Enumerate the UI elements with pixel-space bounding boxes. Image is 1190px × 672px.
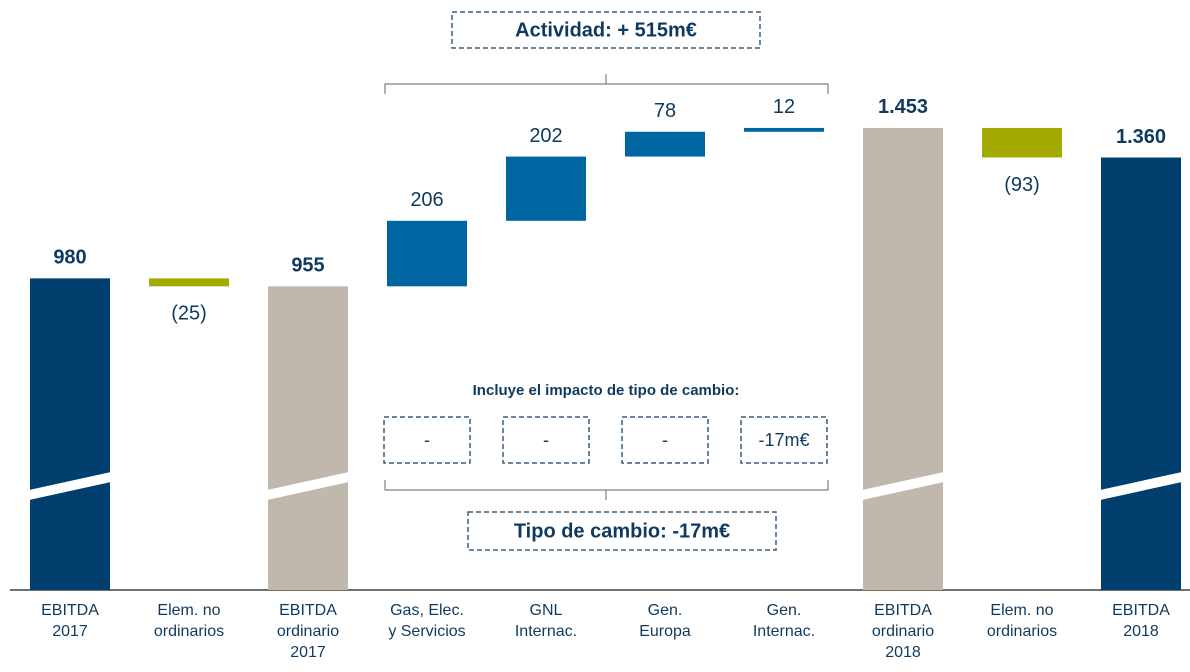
x-tick-label: Elem. no bbox=[990, 602, 1053, 619]
fx-bracket bbox=[384, 480, 829, 500]
x-tick-label: ordinario bbox=[872, 623, 934, 640]
bar bbox=[268, 286, 348, 590]
axis-break bbox=[267, 472, 349, 500]
fx-note: Incluye el impacto de tipo de cambio: bbox=[473, 382, 740, 399]
bar bbox=[863, 127, 943, 591]
axis-break bbox=[862, 472, 944, 500]
bar bbox=[1101, 157, 1181, 590]
x-tick-label: ordinarios bbox=[154, 623, 224, 640]
x-tick-label: Gen. bbox=[767, 602, 802, 619]
x-tick-label: 2017 bbox=[52, 623, 88, 640]
bar bbox=[744, 127, 824, 132]
value-label: 955 bbox=[291, 255, 324, 277]
x-tick-label: Gen. bbox=[648, 602, 683, 619]
fx-box bbox=[740, 416, 828, 464]
x-tick-label: EBITDA bbox=[41, 602, 99, 619]
x-tick-label: y Servicios bbox=[388, 623, 465, 640]
fx-box-label: -17m€ bbox=[758, 430, 809, 450]
value-label: 1.453 bbox=[878, 96, 928, 118]
x-tick-label: ordinario bbox=[277, 623, 339, 640]
x-tick-label: Gas, Elec. bbox=[390, 602, 464, 619]
fx-total-box bbox=[467, 511, 777, 551]
x-tick-label: EBITDA bbox=[874, 602, 932, 619]
fx-box bbox=[621, 416, 709, 464]
fx-box bbox=[383, 416, 471, 464]
fx-box-label: - bbox=[543, 430, 549, 450]
activity-label: Actividad: + 515m€ bbox=[515, 19, 697, 41]
fx-box-label: - bbox=[662, 430, 668, 450]
axis-break bbox=[1100, 472, 1182, 500]
x-tick-label: Elem. no bbox=[157, 602, 220, 619]
bar bbox=[982, 127, 1062, 158]
bar bbox=[625, 131, 705, 157]
x-tick-label: 2018 bbox=[1123, 623, 1159, 640]
activity-bracket bbox=[384, 74, 829, 94]
value-label: 206 bbox=[410, 189, 443, 211]
x-tick-label: 2018 bbox=[885, 644, 921, 661]
x-tick-label: EBITDA bbox=[1112, 602, 1170, 619]
x-tick-label: Internac. bbox=[515, 623, 577, 640]
bar bbox=[506, 156, 586, 221]
axis-break bbox=[29, 472, 111, 500]
x-tick-label: Internac. bbox=[753, 623, 815, 640]
value-label: 78 bbox=[654, 100, 676, 122]
value-label: 12 bbox=[773, 96, 795, 118]
x-tick-label: EBITDA bbox=[279, 602, 337, 619]
bar bbox=[30, 278, 110, 590]
x-tick-label: ordinarios bbox=[987, 623, 1057, 640]
fx-box-label: - bbox=[424, 430, 430, 450]
activity-box bbox=[451, 11, 761, 49]
fx-total-label: Tipo de cambio: -17m€ bbox=[514, 520, 730, 542]
x-tick-label: Europa bbox=[639, 623, 691, 640]
x-tick-label: GNL bbox=[530, 602, 563, 619]
value-label: 980 bbox=[53, 247, 86, 269]
value-label: (93) bbox=[1004, 174, 1040, 196]
value-label: (25) bbox=[171, 303, 207, 325]
bar bbox=[149, 278, 229, 287]
fx-box bbox=[502, 416, 590, 464]
value-label: 202 bbox=[529, 125, 562, 147]
x-tick-label: 2017 bbox=[290, 644, 326, 661]
value-label: 1.360 bbox=[1116, 126, 1166, 148]
bar bbox=[387, 220, 467, 287]
